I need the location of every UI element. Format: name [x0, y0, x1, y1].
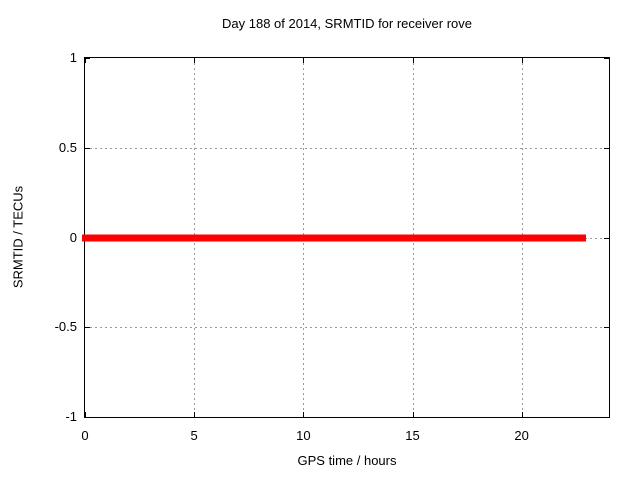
- x-tick-top: [412, 58, 414, 63]
- y-tick-right: [604, 147, 609, 149]
- x-tick-top: [85, 58, 86, 63]
- x-tick-bottom: [412, 412, 414, 417]
- y-tick-label: 1: [69, 50, 77, 65]
- x-tick-bottom: [194, 412, 196, 417]
- y-gridline: [85, 147, 609, 149]
- y-gridline: [85, 327, 609, 329]
- y-tick-right: [604, 58, 609, 59]
- x-tick-label: 0: [81, 428, 89, 443]
- x-tick-label: 20: [514, 428, 529, 443]
- y-tick-label: 0.5: [58, 139, 77, 155]
- plot-area: 0 5 10 15 20 1 0.5 0 -0.5 -1: [55, 50, 610, 443]
- y-tick-left: [85, 417, 90, 418]
- y-tick-right: [604, 417, 609, 418]
- x-tick-top: [521, 58, 523, 63]
- chart-title: Day 188 of 2014, SRMTID for receiver rov…: [222, 16, 472, 31]
- y-tick-left: [85, 58, 90, 59]
- x-tick-bottom: [85, 412, 86, 417]
- y-tick-left: [85, 327, 90, 329]
- y-tick-right: [604, 237, 609, 239]
- x-tick-label: 5: [190, 428, 198, 443]
- y-tick-label: -0.5: [54, 319, 77, 335]
- x-tick-top: [303, 58, 305, 63]
- x-axis-label: GPS time / hours: [297, 453, 397, 468]
- y-tick-right: [604, 327, 609, 329]
- x-tick-label: 10: [296, 428, 311, 443]
- y-tick-label: 0: [69, 229, 77, 245]
- y-tick-left: [85, 147, 90, 149]
- x-tick-bottom: [521, 412, 523, 417]
- x-tick-top: [194, 58, 196, 63]
- x-tick-label: 15: [405, 428, 420, 443]
- data-line-srmtid: [82, 234, 586, 241]
- y-tick-label: -1: [65, 409, 77, 424]
- x-tick-bottom: [303, 412, 305, 417]
